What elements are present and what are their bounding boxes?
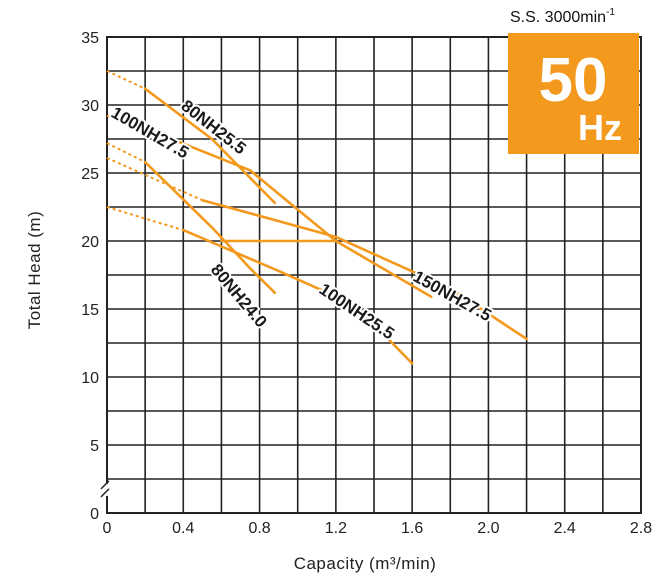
x-tick-label: 0.8 bbox=[248, 520, 270, 537]
frequency-badge-background bbox=[508, 33, 639, 154]
series-line-dashed bbox=[106, 70, 146, 90]
series-line-dashed bbox=[106, 114, 156, 134]
x-tick-label: 2.4 bbox=[554, 520, 576, 537]
pump-curves bbox=[106, 70, 528, 365]
y-tick-label: 5 bbox=[90, 438, 99, 455]
y-tick-label: 25 bbox=[81, 166, 99, 183]
y-tick-label: 10 bbox=[81, 370, 99, 387]
x-tick-label: 1.6 bbox=[401, 520, 423, 537]
series-line bbox=[143, 160, 277, 295]
curve-label-80NH24.0: 80NH24.0 bbox=[207, 260, 271, 331]
x-tick-label: 0.4 bbox=[172, 520, 194, 537]
speed-note: S.S. 3000min-1 bbox=[510, 7, 615, 26]
series-line bbox=[143, 87, 277, 205]
y-tick-label: 20 bbox=[81, 234, 99, 251]
y-tick-label: 15 bbox=[81, 302, 99, 319]
axis-break-stroke bbox=[100, 488, 110, 498]
series-line-dashed bbox=[106, 142, 146, 163]
y-tick-label: 35 bbox=[81, 30, 99, 47]
x-tick-label: 0 bbox=[103, 520, 112, 537]
series-line bbox=[182, 228, 414, 365]
x-tick-label: 2.0 bbox=[477, 520, 499, 537]
series-100NH27.5 bbox=[106, 114, 433, 299]
series-80NH24.0 bbox=[106, 142, 277, 295]
series-100NH25.5 bbox=[106, 206, 414, 365]
series-line bbox=[153, 130, 433, 299]
y-axis-title: Total Head (m) bbox=[25, 211, 44, 329]
series-line bbox=[201, 198, 528, 341]
x-axis-title: Capacity (m³/min) bbox=[294, 554, 437, 573]
plot-frame bbox=[106, 36, 642, 514]
x-tick-label: 1.2 bbox=[325, 520, 347, 537]
axis-break-mark bbox=[99, 480, 113, 498]
frequency-unit: Hz bbox=[578, 107, 622, 148]
y-tick-labels: 0 5 10 15 20 25 30 35 bbox=[81, 30, 99, 523]
series-line-dashed bbox=[106, 157, 203, 202]
series-150NH27.5 bbox=[106, 157, 528, 341]
y-tick-label: 0 bbox=[90, 506, 99, 523]
x-tick-labels: 0 0.4 0.8 1.2 1.6 2.0 2.4 2.8 bbox=[103, 520, 653, 537]
axis-break-gap bbox=[99, 483, 113, 496]
axis-break-stroke bbox=[100, 480, 110, 490]
y-tick-label: 30 bbox=[81, 98, 99, 115]
frequency-value: 50 bbox=[539, 46, 608, 115]
series-line-dashed bbox=[106, 206, 184, 232]
x-tick-label: 2.8 bbox=[630, 520, 652, 537]
curve-label-100NH25.5: 100NH25.5 bbox=[316, 280, 398, 344]
frequency-badge: 50 Hz bbox=[508, 33, 639, 154]
series-80NH25.5 bbox=[106, 70, 277, 205]
